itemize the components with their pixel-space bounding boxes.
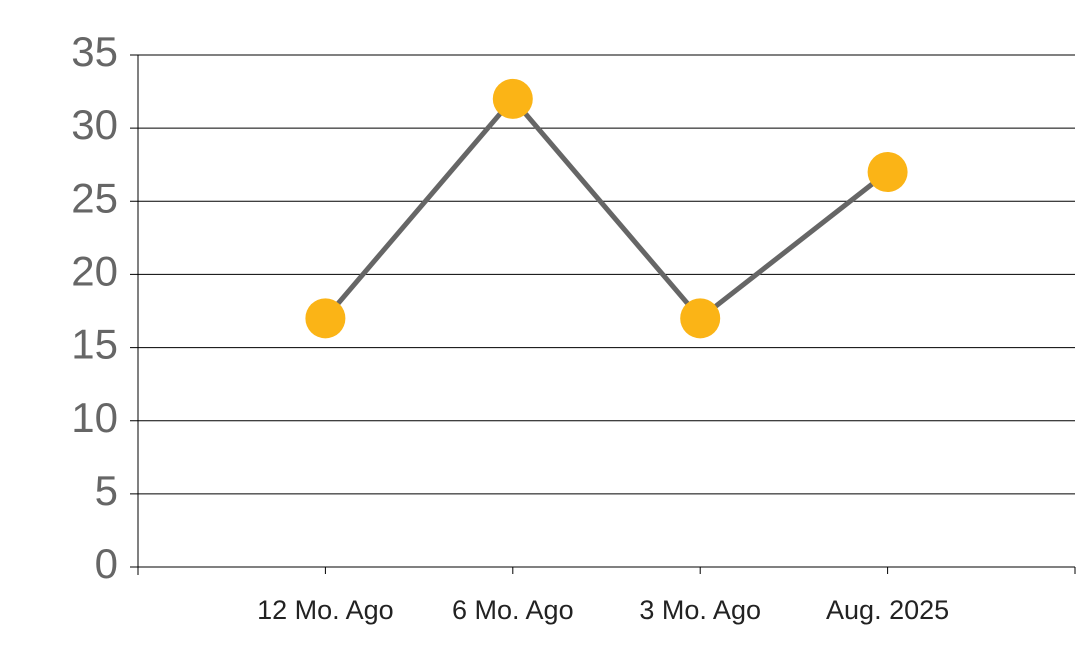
x-tick-label: 12 Mo. Ago	[257, 595, 394, 625]
x-tick-label: 3 Mo. Ago	[639, 595, 761, 625]
y-tick-label: 25	[71, 174, 118, 221]
line	[323, 95, 890, 322]
y-tick-label: 20	[71, 248, 118, 295]
y-tick-label: 5	[95, 467, 118, 514]
marker	[305, 298, 346, 339]
marker	[680, 298, 721, 339]
y-tick-label: 35	[71, 28, 118, 75]
y-tick-label: 0	[95, 540, 118, 587]
x-tick-label: Aug. 2025	[826, 595, 949, 625]
y-tick-label: 10	[71, 394, 118, 441]
y-tick-label: 30	[71, 101, 118, 148]
x-tick-label: 6 Mo. Ago	[452, 595, 574, 625]
y-tick-label: 15	[71, 321, 118, 368]
marker	[867, 152, 908, 193]
marker	[492, 78, 533, 119]
